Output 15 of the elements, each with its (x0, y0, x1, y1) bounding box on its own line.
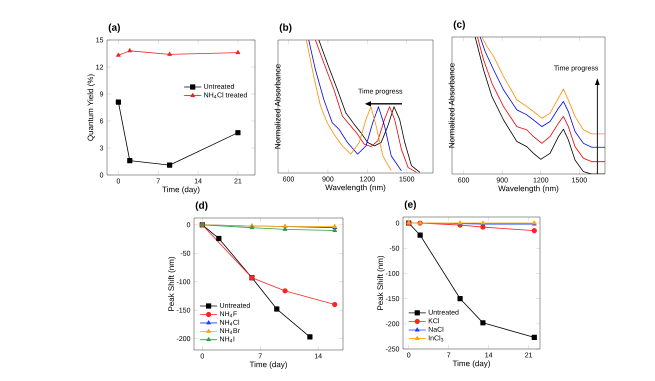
x-axis-title: Time (day) (452, 360, 490, 368)
y-axis-title: Peak Shift (nm) (377, 256, 385, 310)
y-axis-title: Peak Shift (nm) (168, 256, 176, 311)
chart-title: (d) (196, 201, 208, 211)
chart-title: (a) (108, 23, 120, 33)
x-axis-title: Wavelength (nm) (498, 185, 558, 193)
chart-title: (e) (404, 200, 416, 210)
x-axis-title: Wavelength (nm) (325, 184, 386, 192)
y-axis-title: Normalized Absorbance (448, 63, 454, 148)
chart-title: (b) (280, 23, 292, 33)
chart-title: (c) (454, 20, 465, 30)
x-axis-title: Time (day) (162, 186, 200, 194)
y-axis-title: Quantum Yield (%) (87, 74, 95, 141)
y-axis-title: Normalized Absorbance (274, 64, 280, 149)
x-axis-title: Time (day) (250, 361, 287, 369)
